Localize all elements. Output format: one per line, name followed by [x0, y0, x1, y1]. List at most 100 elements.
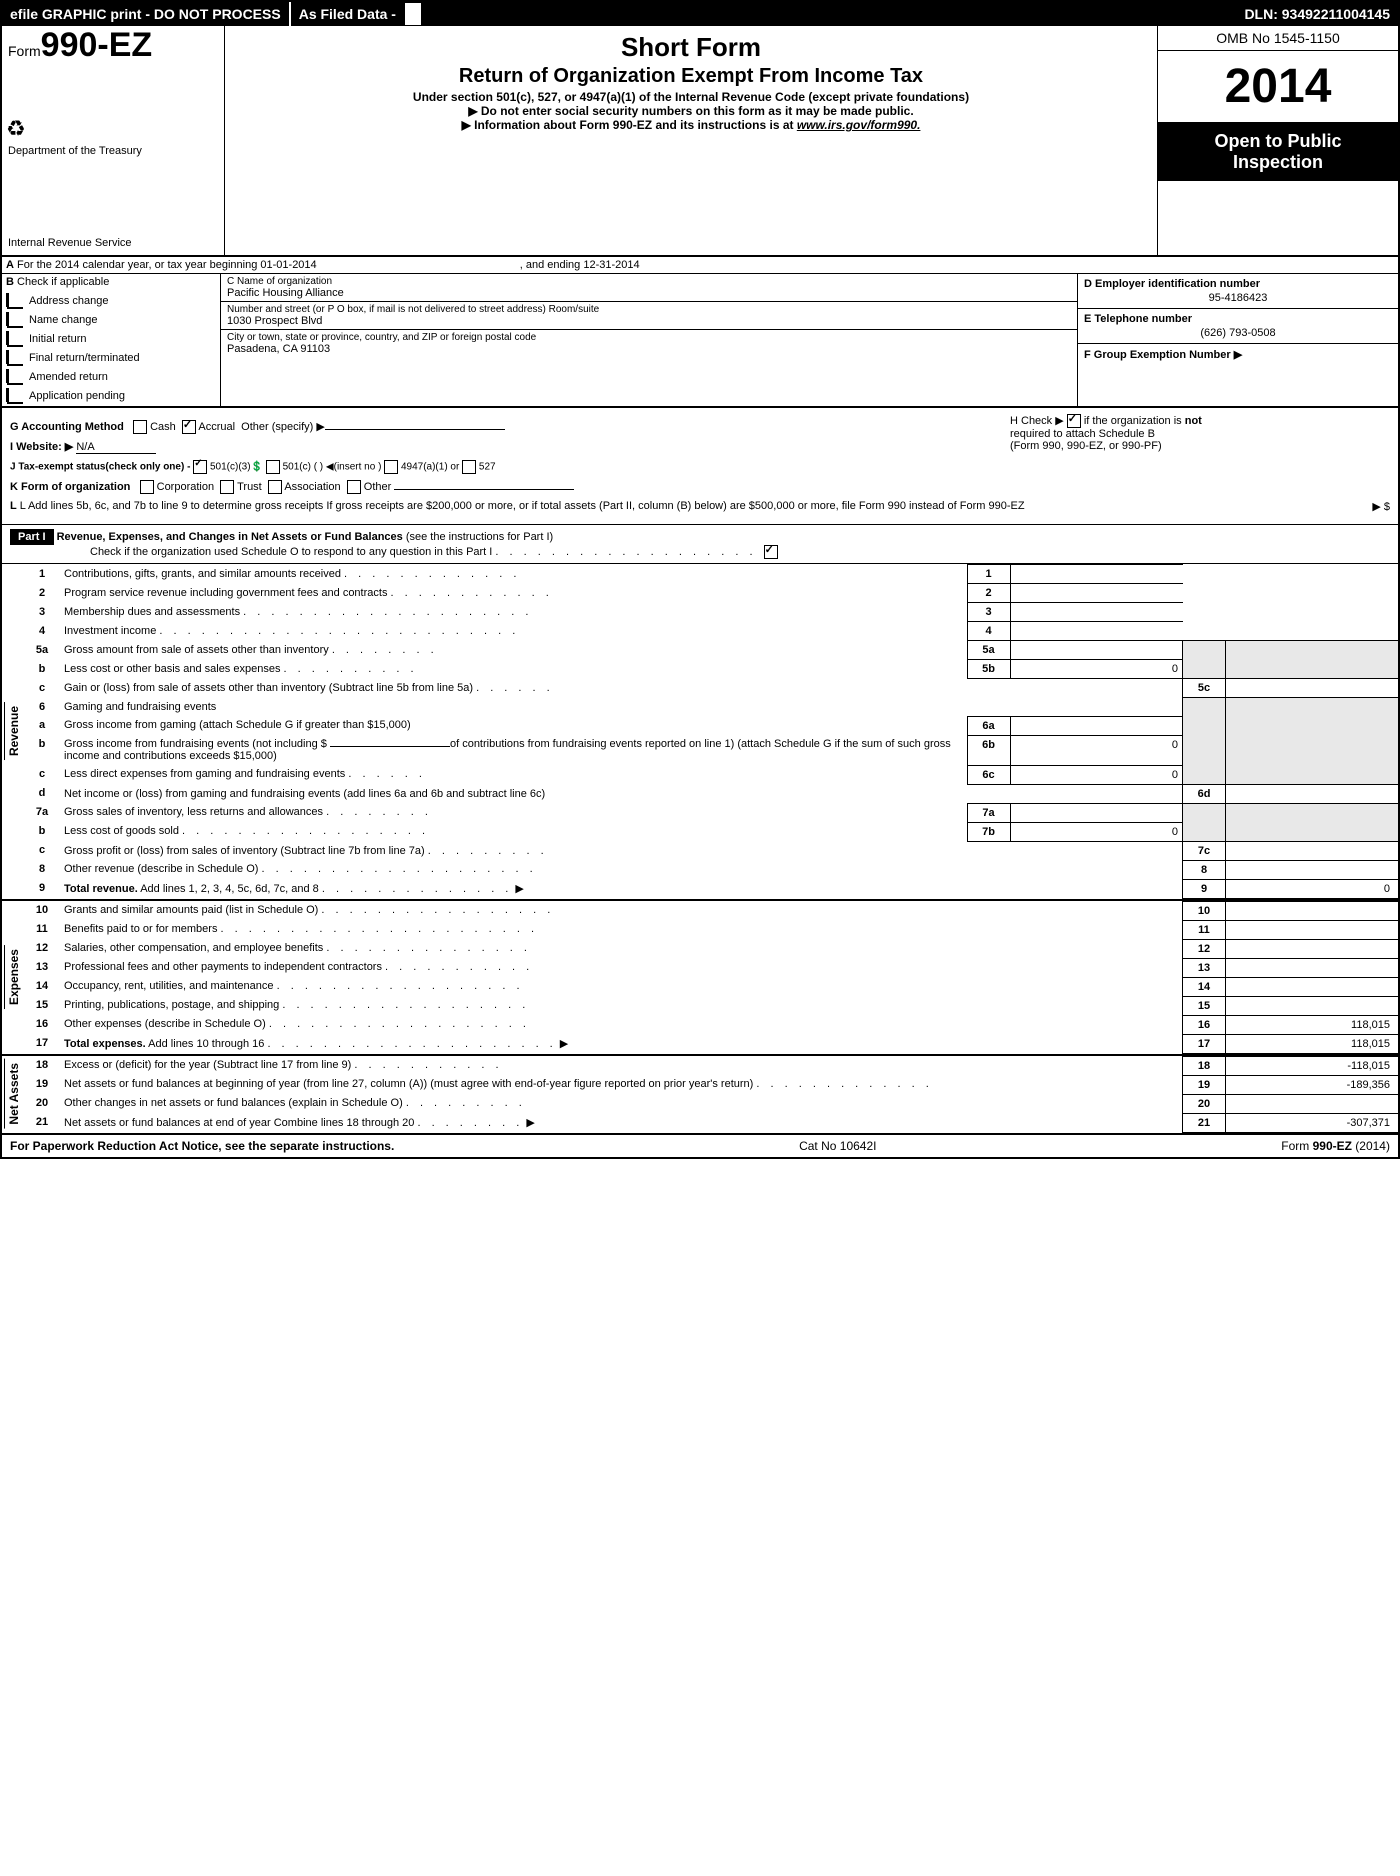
j-4947-label: 4947(a)(1) or	[401, 462, 459, 473]
line-9: 9Total revenue. Add lines 1, 2, 3, 4, 5c…	[24, 879, 1398, 898]
row-a-ending: , and ending 12-31-2014	[520, 259, 640, 271]
line-5a: 5aGross amount from sale of assets other…	[24, 641, 1398, 660]
netassets-body: 18Excess or (deficit) for the year (Subt…	[24, 1056, 1398, 1133]
part-i-title: Revenue, Expenses, and Changes in Net As…	[57, 531, 403, 543]
section-f: F Group Exemption Number ▶	[1078, 344, 1398, 365]
check-icon	[6, 312, 25, 326]
line-8: 8Other revenue (describe in Schedule O) …	[24, 860, 1398, 879]
revenue-section: Revenue 1Contributions, gifts, grants, a…	[2, 564, 1398, 901]
line-17: 17Total expenses. Add lines 10 through 1…	[24, 1034, 1398, 1053]
org-name-cell: C Name of organization Pacific Housing A…	[221, 274, 1077, 302]
form-title-col: Short Form Return of Organization Exempt…	[225, 26, 1157, 255]
org-name-value: Pacific Housing Alliance	[227, 287, 1071, 299]
revenue-label-col: Revenue	[2, 564, 24, 899]
chk-initial-return: Initial return	[6, 328, 216, 345]
check-icon	[6, 293, 25, 307]
line-j: J Tax-exempt status(check only one) - 50…	[10, 460, 1390, 474]
part-i-label: Part I	[10, 529, 54, 545]
expenses-vert-label: Expenses	[4, 945, 23, 1009]
section-e: E Telephone number (626) 793-0508	[1078, 309, 1398, 344]
h-text-3: (Form 990, 990-EZ, or 990-PF)	[1010, 440, 1162, 452]
line-16: 16Other expenses (describe in Schedule O…	[24, 1015, 1398, 1034]
footer-right: Form 990-EZ (2014)	[1281, 1139, 1390, 1153]
revenue-vert-label: Revenue	[4, 702, 23, 760]
form-prefix: Form	[8, 43, 41, 59]
open-inspection: Open to Public Inspection	[1158, 123, 1398, 181]
h-text-1: if the organization is	[1084, 415, 1182, 427]
g-accrual-checkbox	[182, 420, 196, 434]
revenue-table: 1Contributions, gifts, grants, and simil…	[24, 564, 1398, 899]
netassets-section: Net Assets 18Excess or (deficit) for the…	[2, 1056, 1398, 1135]
line-7b-value: 0	[1010, 822, 1183, 841]
dots: . . . . . . . . . . . . . . . . . . .	[495, 546, 763, 558]
section-b: B Check if applicable Address change Nam…	[2, 274, 221, 406]
check-icon	[6, 388, 25, 402]
row-a: A For the 2014 calendar year, or tax yea…	[2, 257, 1398, 274]
line-11: 11Benefits paid to or for members . . . …	[24, 920, 1398, 939]
label-b: B	[6, 276, 14, 288]
phone-label: E Telephone number	[1084, 313, 1192, 325]
k-other-checkbox	[347, 480, 361, 494]
h-not: not	[1185, 415, 1202, 427]
section-d: D Employer identification number 95-4186…	[1078, 274, 1398, 309]
org-city-cell: City or town, state or province, country…	[221, 330, 1077, 357]
line-5b-value: 0	[1010, 660, 1183, 679]
row-a-main: For the 2014 calendar year, or tax year …	[17, 259, 317, 271]
line-k: K Form of organization Corporation Trust…	[10, 480, 1390, 494]
line-6: 6Gaming and fundraising events	[24, 698, 1398, 717]
irs-link[interactable]: www.irs.gov/form990.	[797, 118, 921, 132]
section-b-header: B Check if applicable	[6, 276, 216, 288]
line-18: 18Excess or (deficit) for the year (Subt…	[24, 1056, 1398, 1075]
chk-amended-return: Amended return	[6, 366, 216, 383]
check-icon	[6, 331, 25, 345]
j-label: J Tax-exempt status(check only one) -	[10, 462, 190, 473]
expenses-body: 10Grants and similar amounts paid (list …	[24, 901, 1398, 1054]
org-addr-value: 1030 Prospect Blvd	[227, 315, 1071, 327]
g-other-label: Other (specify) ▶	[241, 421, 325, 433]
footer-cat: Cat No 10642I	[799, 1139, 876, 1153]
tax-year: 2014	[1158, 51, 1398, 123]
g-label: G Accounting Method	[10, 421, 124, 433]
k-assoc-checkbox	[268, 480, 282, 494]
line-5c: cGain or (loss) from sale of assets othe…	[24, 679, 1398, 698]
g-cash-label: Cash	[150, 421, 176, 433]
line-21: 21Net assets or fund balances at end of …	[24, 1113, 1398, 1132]
dept-irs: Internal Revenue Service	[8, 237, 218, 249]
line-6d: dNet income or (loss) from gaming and fu…	[24, 784, 1398, 803]
chk-address-change: Address change	[6, 290, 216, 307]
part-i-header-row: Part I Revenue, Expenses, and Changes in…	[2, 525, 1398, 564]
open-line-1: Open to Public	[1214, 131, 1341, 151]
line-6b-value: 0	[1010, 735, 1183, 765]
line-6c-value: 0	[1010, 765, 1183, 784]
line-l: L L Add lines 5b, 6c, and 7b to line 9 t…	[10, 500, 1390, 512]
form-number-col: Form990-EZ ♻ Department of the Treasury …	[2, 26, 225, 255]
j-527-checkbox	[462, 460, 476, 474]
k-corp-label: Corporation	[157, 481, 214, 493]
org-addr-cell: Number and street (or P O box, if mail i…	[221, 302, 1077, 330]
short-form-title: Short Form	[233, 32, 1149, 63]
line-1: 1Contributions, gifts, grants, and simil…	[24, 565, 1398, 584]
as-filed-label: As Filed Data -	[291, 2, 430, 26]
line-19: 19Net assets or fund balances at beginni…	[24, 1075, 1398, 1094]
part-i-checkbox	[764, 545, 778, 559]
main-title: Return of Organization Exempt From Incom…	[233, 65, 1149, 88]
expenses-section: Expenses 10Grants and similar amounts pa…	[2, 901, 1398, 1056]
arrow-info: ▶ Information about Form 990-EZ and its …	[233, 118, 1149, 132]
form-header: Form990-EZ ♻ Department of the Treasury …	[2, 26, 1398, 257]
line-21-value: -307,371	[1226, 1113, 1399, 1132]
chk-final-return: Final return/terminated	[6, 347, 216, 364]
section-g-to-l: H Check ▶ if the organization is not req…	[2, 408, 1398, 525]
footer: For Paperwork Reduction Act Notice, see …	[2, 1135, 1398, 1157]
section-bcdef: B Check if applicable Address change Nam…	[2, 274, 1398, 408]
netassets-vert-label: Net Assets	[4, 1059, 23, 1129]
as-filed-text: As Filed Data -	[299, 6, 396, 22]
chk-name-change: Name change	[6, 309, 216, 326]
section-c: C Name of organization Pacific Housing A…	[221, 274, 1077, 406]
line-7c: cGross profit or (loss) from sales of in…	[24, 841, 1398, 860]
form-number: Form990-EZ	[8, 26, 218, 65]
h-text-2: required to attach Schedule B	[1010, 428, 1155, 440]
form-num-text: 990-EZ	[41, 26, 153, 64]
g-cash-checkbox	[133, 420, 147, 434]
omb-number: OMB No 1545-1150	[1158, 26, 1398, 51]
arrow-info-pre: ▶ Information about Form 990-EZ and its …	[462, 118, 797, 132]
